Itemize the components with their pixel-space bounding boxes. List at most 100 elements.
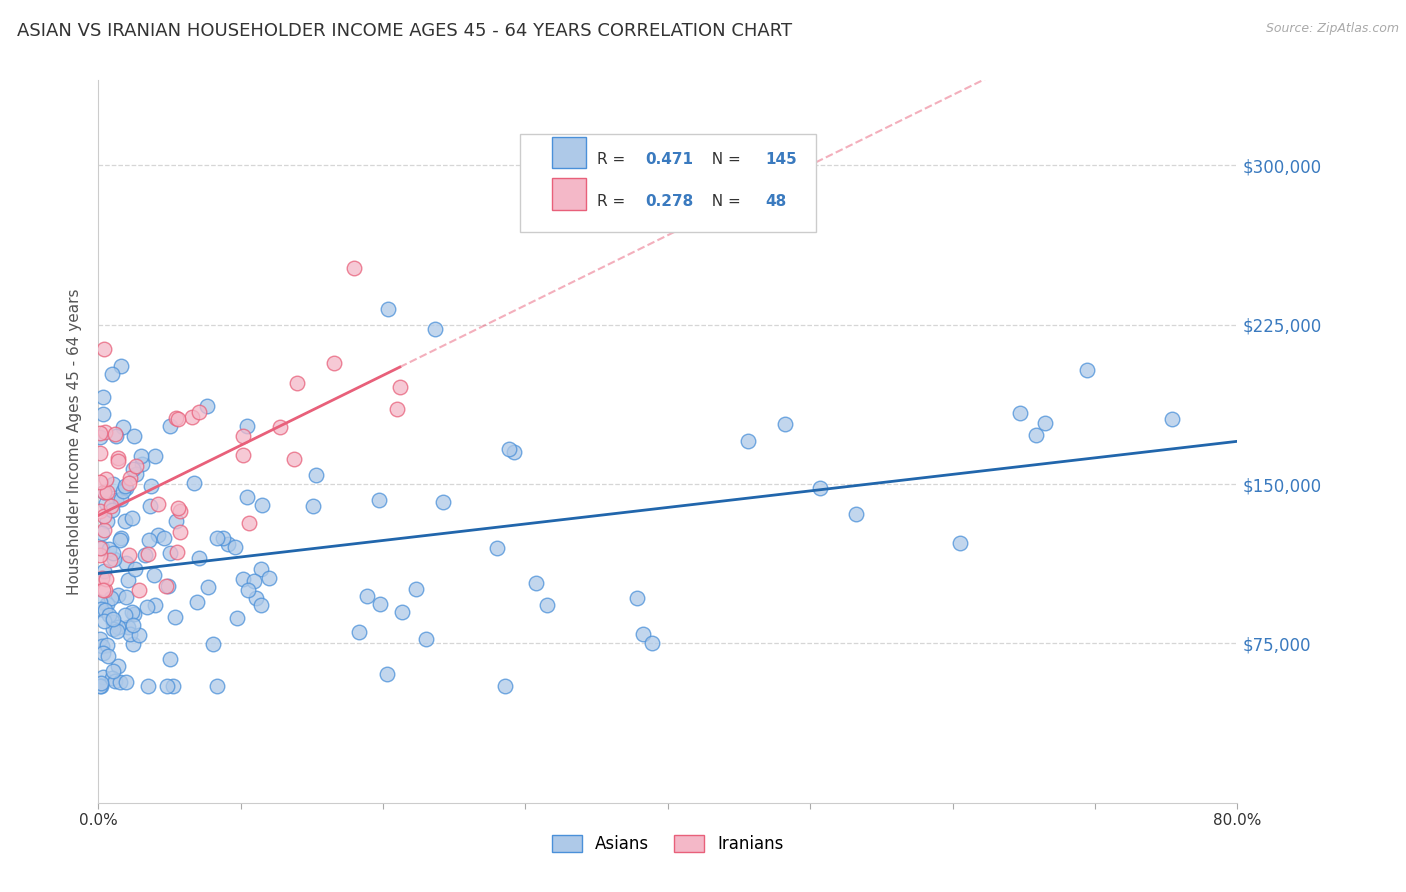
Point [163,610,186,624]
Point [101,477,124,491]
Point [188,405,211,419]
Point [118,471,141,485]
Point [108,675,131,690]
Point [343,260,366,275]
Point [1161,412,1184,426]
Point [269,420,291,434]
Point [180,409,202,424]
Point [117,548,139,562]
Point [100,553,122,567]
Point [166,500,188,515]
Point [156,579,179,593]
Point [243,574,266,589]
Point [146,528,169,542]
Point [91,525,114,540]
Text: 0.278: 0.278 [645,194,693,209]
Point [125,458,148,473]
Text: Source: ZipAtlas.com: Source: ZipAtlas.com [1265,22,1399,36]
Point [524,576,547,591]
Point [236,490,259,504]
Point [301,499,323,513]
Point [121,511,143,525]
Point [202,637,225,651]
Point [107,588,129,602]
Point [114,607,136,622]
Point [377,301,399,316]
Point [135,600,157,615]
Point [159,419,181,434]
Point [131,457,153,471]
Point [224,541,246,555]
Point [134,549,156,563]
Point [103,665,125,679]
Point [110,491,132,506]
Point [112,484,135,499]
Point [93,342,115,356]
Point [356,590,378,604]
Point [101,612,124,626]
Point [238,516,260,531]
Point [97,608,120,623]
Point [89,425,111,440]
Point [188,551,211,566]
Point [162,679,184,693]
Point [159,652,181,666]
Point [110,533,132,548]
Point [94,472,117,486]
Point [94,496,117,510]
Point [104,674,127,689]
Point [90,675,112,690]
Point [432,495,454,509]
Point [93,614,115,628]
Point [225,611,247,625]
Point [283,451,305,466]
Point [93,564,115,578]
Point [323,356,346,370]
Point [737,434,759,449]
Point [117,620,139,634]
Point [159,546,181,560]
Y-axis label: Householder Income Ages 45 - 64 years: Householder Income Ages 45 - 64 years [67,288,83,595]
Point [121,637,143,651]
Point [89,446,111,460]
Point [100,499,122,513]
Bar [551,136,586,168]
Point [103,552,125,566]
Point [115,591,138,605]
Point [89,595,111,609]
Bar [551,178,586,210]
Point [138,679,160,693]
Text: 48: 48 [766,194,787,209]
Point [115,482,138,496]
Point [143,449,166,463]
Point [96,515,118,529]
Point [486,541,509,556]
Point [90,602,112,616]
Text: N =: N = [702,153,745,168]
Point [245,591,267,606]
Point [347,624,370,639]
Point [114,479,136,493]
Point [117,573,139,587]
Point [1025,428,1047,442]
Point [139,479,162,493]
Point [217,536,239,550]
Point [143,598,166,612]
Point [166,545,188,559]
Point [114,514,136,528]
Point [1076,363,1098,377]
Point [128,583,150,598]
Point [236,583,259,598]
Point [93,523,115,537]
Point [415,632,437,646]
Point [105,624,128,638]
Point [250,599,273,613]
Point [91,583,114,598]
Point [100,671,122,685]
Point [111,419,134,434]
Point [155,679,177,693]
Point [368,598,391,612]
Point [100,591,122,606]
Point [232,448,254,462]
Point [107,658,129,673]
